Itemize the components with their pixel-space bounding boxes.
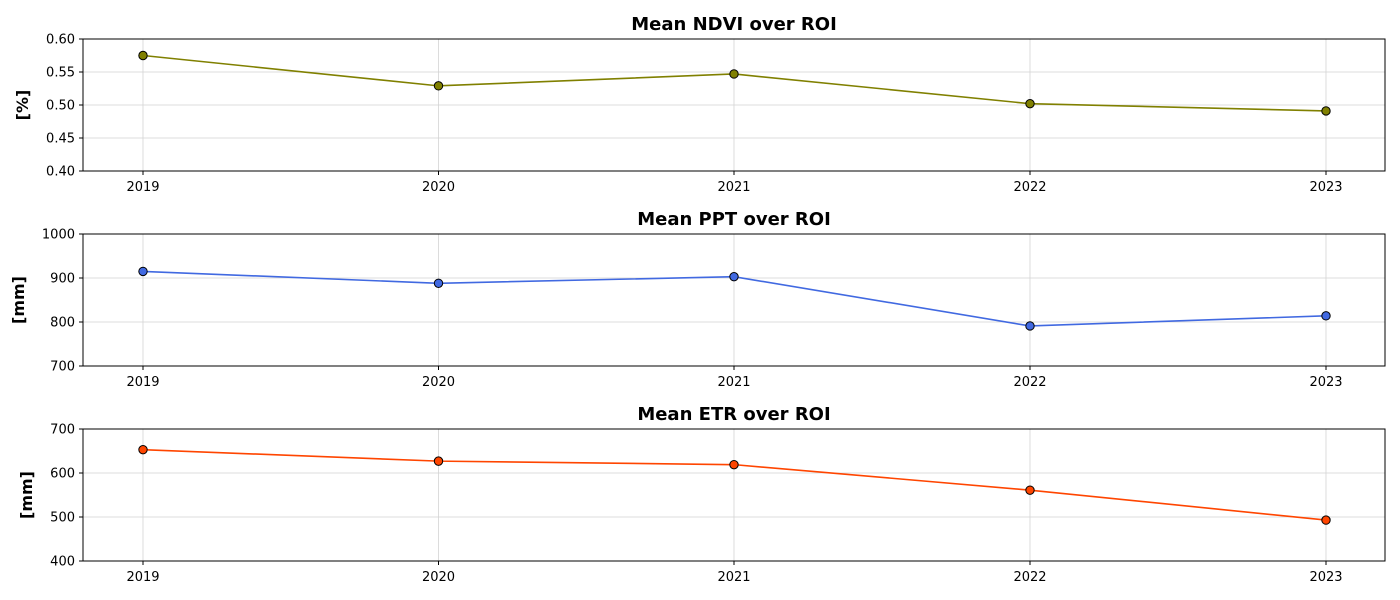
data-point: [1321, 515, 1331, 525]
data-point: [138, 50, 148, 61]
y-tick-label: 0.55: [46, 66, 75, 81]
x-tick-label: 2019: [126, 375, 159, 390]
data-point: [138, 444, 148, 455]
x-tick-label: 2022: [1013, 375, 1046, 390]
chart-panel-1: 0.40 0.45 0.50 0.55 0.60 2019 2020 2021 2022 2023…: [13, 14, 1386, 195]
y-tick-label: 800: [50, 316, 75, 331]
y-tick-label: 700: [50, 360, 75, 375]
y-tick-label: 700: [50, 423, 75, 438]
x-tick-label: 2019: [126, 570, 159, 585]
data-point: [1321, 106, 1331, 116]
chart-title: Mean ETR over ROI: [637, 404, 830, 425]
chart-panel-2: 700 800 900 1000 2019 2020 2021 2022 2023 Mean PP…: [9, 209, 1386, 390]
y-tick-label: 0.60: [46, 33, 75, 48]
y-tick-label: 500: [50, 511, 75, 526]
data-point: [433, 456, 444, 466]
x-tick-label: 2020: [422, 570, 455, 585]
data-point: [433, 278, 444, 288]
data-point: [1025, 485, 1035, 495]
y-tick-label: 600: [50, 467, 75, 482]
y-axis-label: [mm]: [17, 471, 36, 519]
x-tick-label: 2023: [1309, 180, 1342, 195]
data-point: [1025, 321, 1035, 331]
y-tick-label: 400: [50, 555, 75, 570]
x-tick-label: 2023: [1309, 570, 1342, 585]
chart-title: Mean PPT over ROI: [637, 209, 831, 230]
y-tick-label: 0.50: [46, 99, 75, 114]
data-point: [1321, 311, 1331, 321]
chart-panel-3: 400 500 600 700 2019 2020 2021 2022 2023 Mean ETR…: [17, 404, 1386, 585]
series-line: [142, 54, 1327, 112]
y-axis-label: [mm]: [9, 276, 28, 324]
chart-title: Mean NDVI over ROI: [631, 14, 837, 35]
y-tick-label: 0.40: [46, 165, 75, 180]
x-tick-label: 2021: [717, 180, 750, 195]
data-point: [1025, 98, 1035, 109]
data-point: [433, 81, 444, 91]
x-tick-label: 2021: [717, 375, 750, 390]
x-tick-label: 2020: [422, 375, 455, 390]
y-tick-label: 0.45: [46, 132, 75, 147]
x-tick-label: 2019: [126, 180, 159, 195]
x-tick-label: 2020: [422, 180, 455, 195]
y-axis-label: [%]: [13, 90, 32, 121]
data-point: [138, 266, 148, 277]
y-tick-label: 1000: [42, 228, 75, 243]
x-tick-label: 2022: [1013, 570, 1046, 585]
x-tick-label: 2023: [1309, 375, 1342, 390]
x-tick-label: 2022: [1013, 180, 1046, 195]
data-point: [729, 459, 739, 470]
y-tick-label: 900: [50, 272, 75, 287]
x-tick-label: 2021: [717, 570, 750, 585]
data-point: [729, 69, 739, 79]
data-point: [729, 271, 739, 282]
